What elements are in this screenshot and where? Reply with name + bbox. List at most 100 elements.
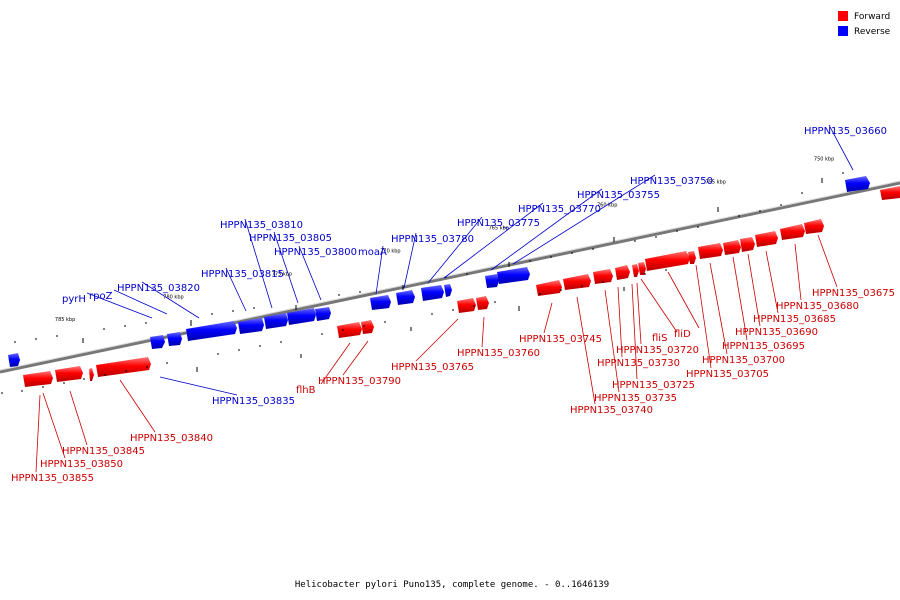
gene-label[interactable]: fliS (652, 333, 667, 344)
gene-block[interactable] (150, 335, 165, 349)
gene-block[interactable] (536, 280, 562, 296)
gene-block[interactable] (315, 307, 331, 321)
gene-block[interactable] (593, 269, 613, 284)
gene-labels: HPPN135_03855 HPPN135_03850 HPPN135_03845 H… (11, 124, 895, 484)
gene-block[interactable] (632, 264, 639, 277)
gene-label[interactable]: flhB (296, 385, 316, 396)
gene-block[interactable] (563, 274, 591, 290)
gene-block[interactable] (186, 321, 237, 341)
gene-label[interactable]: HPPN135_03855 (11, 473, 94, 484)
gene-label[interactable]: HPPN135_03755 (577, 190, 660, 201)
leader-line (141, 281, 200, 319)
gene-block[interactable] (238, 318, 264, 334)
gene-label[interactable]: HPPN135_03805 (249, 233, 332, 244)
gene-block[interactable] (497, 267, 530, 284)
gene-label[interactable]: HPPN135_03820 (117, 283, 200, 294)
gene-block[interactable] (167, 332, 182, 346)
gene-block[interactable] (337, 322, 362, 338)
gene-block[interactable] (723, 240, 741, 255)
gene-block[interactable] (845, 176, 870, 192)
gene-label[interactable]: HPPN135_03735 (594, 393, 677, 404)
leader-line (640, 278, 678, 333)
gene-block[interactable] (421, 285, 444, 301)
gene-label[interactable]: HPPN135_03660 (804, 126, 887, 137)
gene-block[interactable] (476, 296, 489, 310)
scale-label: 780 kbp (163, 294, 183, 300)
scale-label: 775 kbp (272, 271, 292, 277)
leader-line (298, 245, 322, 301)
leader-line (512, 174, 656, 265)
gene-label[interactable]: HPPN135_03730 (597, 358, 680, 369)
gene-label[interactable]: HPPN135_03810 (220, 220, 303, 231)
gene-block[interactable] (740, 237, 755, 252)
leader-line (765, 250, 779, 314)
gene-label[interactable]: moaA (358, 247, 387, 258)
gene-block[interactable] (804, 219, 824, 234)
gene-label[interactable]: HPPN135_03695 (722, 341, 805, 352)
gene-block[interactable] (89, 368, 94, 381)
leader-line (69, 390, 88, 446)
gene-block[interactable] (645, 251, 690, 271)
gene-label[interactable]: HPPN135_03675 (812, 288, 895, 299)
gene-label[interactable]: HPPN135_03770 (518, 204, 601, 215)
leader-line (794, 243, 802, 301)
gene-label[interactable]: HPPN135_03680 (776, 301, 859, 312)
gene-block[interactable] (698, 243, 723, 259)
gene-label[interactable]: HPPN135_03740 (570, 405, 653, 416)
gene-label[interactable]: HPPN135_03750 (630, 176, 713, 187)
leader-line (631, 283, 638, 380)
gene-label[interactable]: HPPN135_03800 (274, 247, 357, 258)
legend-label-reverse: Reverse (854, 27, 891, 37)
gene-label[interactable]: HPPN135_03685 (753, 314, 836, 325)
gene-label[interactable]: HPPN135_03705 (686, 369, 769, 380)
gene-label[interactable]: HPPN135_03765 (391, 362, 474, 373)
gene-label[interactable]: HPPN135_03760 (457, 348, 540, 359)
gene-block[interactable] (23, 371, 53, 387)
gene-block[interactable] (370, 295, 391, 310)
leader-line (159, 376, 238, 396)
legend-label-forward: Forward (854, 12, 890, 22)
gene-block[interactable] (880, 186, 900, 200)
gene-label[interactable]: HPPN135_03720 (616, 345, 699, 356)
leader-line (113, 289, 168, 315)
gene-block[interactable] (55, 366, 83, 382)
gene-block[interactable] (264, 313, 288, 329)
gene-block[interactable] (396, 290, 415, 305)
gene-label[interactable]: HPPN135_03845 (62, 446, 145, 457)
gene-block[interactable] (287, 308, 316, 325)
gene-block[interactable] (638, 262, 646, 275)
gene-label[interactable]: HPPN135_03690 (735, 327, 818, 338)
gene-block[interactable] (457, 298, 476, 313)
scale-label: 765 kbp (489, 226, 509, 232)
leader-line (576, 296, 596, 405)
gene-label[interactable]: HPPN135_03835 (212, 396, 295, 407)
gene-block[interactable] (755, 231, 778, 247)
gene-block[interactable] (780, 224, 805, 240)
gene-block[interactable] (96, 357, 151, 377)
gene-label[interactable]: HPPN135_03840 (130, 433, 213, 444)
gene-block[interactable] (688, 251, 696, 264)
gene-label[interactable]: HPPN135_03815 (201, 269, 284, 280)
leader-line (375, 245, 384, 295)
reverse-strand-track (8, 176, 870, 367)
leader-line (320, 342, 351, 385)
gene-block[interactable] (361, 320, 374, 334)
genome-backbone (0, 181, 900, 374)
gene-label[interactable]: HPPN135_03790 (318, 376, 401, 387)
gene-block[interactable] (615, 265, 630, 280)
gene-block[interactable] (485, 274, 499, 288)
gene-label[interactable]: HPPN135_03775 (457, 218, 540, 229)
gene-label[interactable]: pyrH (62, 294, 86, 305)
gene-label[interactable]: HPPN135_03780 (391, 234, 474, 245)
scale-label: 785 kbp (55, 317, 75, 323)
gene-block[interactable] (444, 284, 452, 297)
scale-label: 755 kbp (706, 180, 726, 186)
gene-label[interactable]: HPPN135_03850 (40, 459, 123, 470)
gene-block[interactable] (8, 353, 20, 367)
gene-label[interactable]: HPPN135_03700 (702, 355, 785, 366)
gene-label[interactable]: fliD (674, 329, 691, 340)
gene-label[interactable]: HPPN135_03745 (519, 334, 602, 345)
gene-label[interactable]: rpoZ (89, 291, 113, 302)
gene-label[interactable]: HPPN135_03725 (612, 380, 695, 391)
